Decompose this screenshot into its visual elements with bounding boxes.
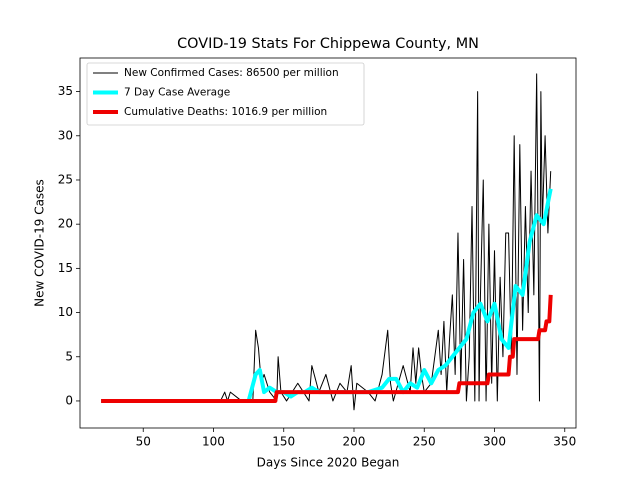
legend-label: 7 Day Case Average <box>124 87 230 99</box>
y-tick-label: 35 <box>58 84 73 98</box>
x-tick-label: 250 <box>413 435 436 449</box>
y-tick-label: 5 <box>65 349 73 363</box>
chart-title: COVID-19 Stats For Chippewa County, MN <box>177 36 479 52</box>
y-tick-label: 0 <box>65 393 73 407</box>
legend-label: New Confirmed Cases: 86500 per million <box>124 67 339 79</box>
series-line <box>101 294 553 403</box>
x-tick-label: 300 <box>483 435 506 449</box>
legend: New Confirmed Cases: 86500 per million 7 … <box>86 62 365 126</box>
x-tick-label: 200 <box>343 435 366 449</box>
y-tick-label: 10 <box>58 305 73 319</box>
y-tick-label: 30 <box>58 128 73 142</box>
plot-frame <box>79 57 577 429</box>
y-tick-label: 20 <box>58 217 73 231</box>
y-tick-label: 25 <box>58 172 73 186</box>
y-tick-label: 15 <box>58 261 73 275</box>
x-tick-label: 50 <box>136 435 151 449</box>
series-line <box>101 73 552 411</box>
x-tick-label: 350 <box>553 435 576 449</box>
x-axis-label: Days Since 2020 Began <box>257 456 400 470</box>
series-line <box>101 188 553 403</box>
x-tick-label: 100 <box>202 435 225 449</box>
y-axis-label: New COVID-19 Cases <box>33 179 47 307</box>
legend-label: Cumulative Deaths: 1016.9 per million <box>124 106 327 118</box>
legend-box <box>86 62 365 126</box>
x-tick-label: 150 <box>272 435 295 449</box>
